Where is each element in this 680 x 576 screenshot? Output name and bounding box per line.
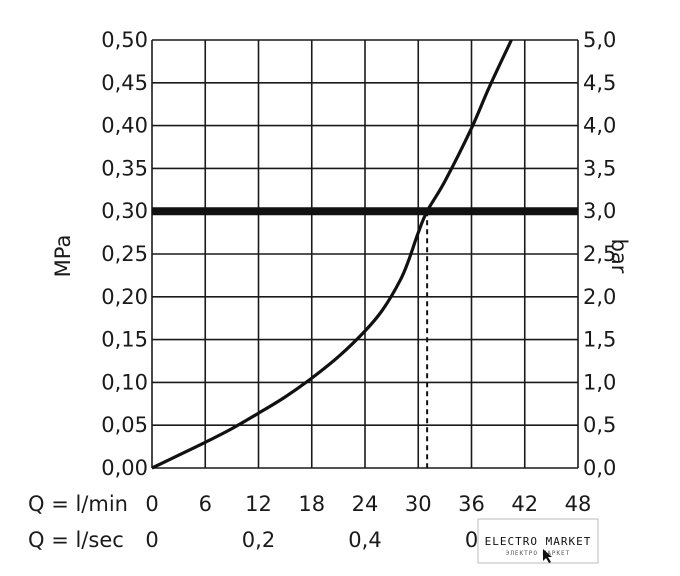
cursor-icon xyxy=(543,549,552,563)
x-axis-lsec-ticks: 0 0,2 0,4 0 xyxy=(145,528,478,552)
x-tick-label-lmin: 24 xyxy=(352,492,379,516)
x-tick-label-lmin: 42 xyxy=(511,492,538,516)
reference-layer xyxy=(152,207,578,468)
x-tick-label-lsec: 0 xyxy=(465,528,478,552)
x-tick-label-lmin: 0 xyxy=(145,492,158,516)
right-axis-ticks: 0,0 0,5 1,0 1,5 2,0 2,5 3,0 3,5 4,0 4,5 5,0 xyxy=(583,28,616,480)
left-tick-label: 0,15 xyxy=(101,328,148,352)
x-tick-label-lmin: 18 xyxy=(298,492,325,516)
x-tick-label-lsec: 0 xyxy=(145,528,158,552)
left-tick-label: 0,30 xyxy=(101,199,148,223)
right-axis-title: bar xyxy=(607,239,631,274)
x-tick-label-lmin: 6 xyxy=(199,492,212,516)
watermark-title: ELECTRO MARKET xyxy=(485,535,592,548)
left-tick-label: 0,50 xyxy=(101,28,148,52)
left-tick-label: 0,35 xyxy=(101,156,148,180)
watermark-box xyxy=(477,518,599,564)
x-tick-label-lsec: 0,4 xyxy=(348,528,381,552)
x-tick-label-lmin: 30 xyxy=(405,492,432,516)
x-tick-label-lmin: 36 xyxy=(458,492,485,516)
x-tick-label-lmin: 48 xyxy=(565,492,592,516)
left-tick-label: 0,40 xyxy=(101,114,148,138)
left-tick-label: 0,25 xyxy=(101,242,148,266)
right-tick-label: 4,0 xyxy=(583,114,616,138)
right-tick-label: 2,0 xyxy=(583,285,616,309)
left-axis-ticks: 0,00 0,05 0,10 0,15 0,20 0,25 0,30 0,35 0,40 0,45… xyxy=(101,28,148,480)
right-tick-label: 0,0 xyxy=(583,456,616,480)
right-tick-label: 3,5 xyxy=(583,156,616,180)
x-axis-lmin-label: Q = l/min xyxy=(28,492,128,516)
right-tick-label: 2,5 xyxy=(583,242,616,266)
series-layer xyxy=(151,39,513,470)
right-tick-label: 4,5 xyxy=(583,71,616,95)
right-tick-label: 1,5 xyxy=(583,328,616,352)
x-tick-label-lmin: 12 xyxy=(245,492,272,516)
left-tick-label: 0,00 xyxy=(101,456,148,480)
watermark-logo: ELECTRO MARKET ЭЛЕКТРО МАРКЕТ xyxy=(477,518,599,564)
right-tick-label: 3,0 xyxy=(583,199,616,223)
left-tick-label: 0,10 xyxy=(101,370,148,394)
watermark-subtitle: ЭЛЕКТРО МАРКЕТ xyxy=(506,550,571,557)
x-axis-lmin-ticks: 0 6 12 18 24 30 36 42 48 xyxy=(145,492,591,516)
right-tick-label: 0,5 xyxy=(583,413,616,437)
left-tick-label: 0,20 xyxy=(101,285,148,309)
left-axis-title: MPa xyxy=(51,235,75,278)
x-axis-lsec-label: Q = l/sec xyxy=(28,528,124,552)
right-tick-label: 1,0 xyxy=(583,370,616,394)
x-tick-label-lsec: 0,2 xyxy=(242,528,275,552)
grid-lines xyxy=(151,39,579,469)
left-tick-label: 0,45 xyxy=(101,71,148,95)
series-line xyxy=(151,39,513,470)
left-tick-label: 0,05 xyxy=(101,413,148,437)
right-tick-label: 5,0 xyxy=(583,28,616,52)
